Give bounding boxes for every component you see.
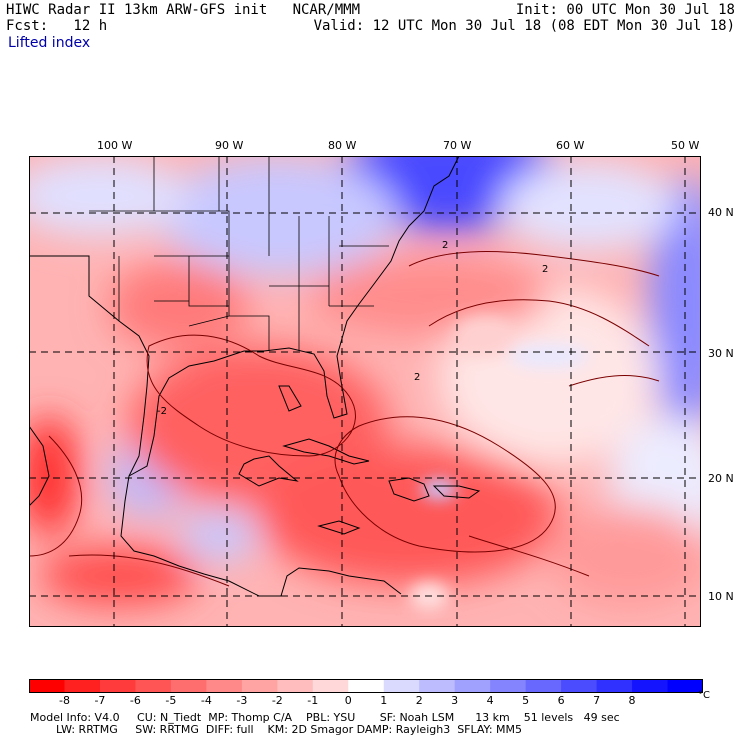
colorbar-swatch: [667, 679, 703, 693]
colorbar-unit: °C: [698, 690, 710, 701]
contour-lines: [29, 251, 660, 587]
model-info-line2: LW: RRTMG SW: RRTMG DIFF: full KM: 2D Sm…: [56, 723, 522, 736]
colorbar-tick-label: -7: [94, 694, 106, 707]
contour-label: -2: [157, 406, 167, 417]
contour-label: 2: [414, 372, 420, 383]
map-frame: [29, 156, 701, 627]
colorbar-tick-label: 3: [451, 694, 459, 707]
contour-label: 2: [542, 264, 548, 275]
lon-label: 100 W: [97, 139, 133, 152]
latlon-grid: [29, 156, 701, 627]
lat-label: 10 N: [708, 590, 734, 603]
colorbar-swatch: [312, 679, 349, 693]
model-info-line1: Model Info: V4.0 CU: N_Tiedt MP: Thomp C…: [30, 711, 620, 724]
lon-label: 90 W: [215, 139, 244, 152]
field-shading: [29, 156, 701, 627]
colorbar-swatch: [596, 679, 633, 693]
lon-label: 80 W: [328, 139, 357, 152]
state-borders: [88, 156, 389, 351]
colorbar-swatch: [632, 679, 669, 693]
colorbar-tick-label: 5: [522, 694, 530, 707]
colorbar-tick-label: -3: [236, 694, 248, 707]
forecast-hour: Fcst: 12 h: [6, 18, 108, 34]
colorbar-tick-label: -5: [165, 694, 177, 707]
colorbar-swatch: [206, 679, 243, 693]
colorbar-swatch: [64, 679, 101, 693]
colorbar: [29, 679, 703, 693]
lon-label: 50 W: [671, 139, 700, 152]
colorbar-swatch: [277, 679, 314, 693]
colorbar-tick-label: 4: [486, 694, 494, 707]
colorbar-tick-label: -2: [271, 694, 283, 707]
colorbar-swatch: [241, 679, 278, 693]
model-title: HIWC Radar II 13km ARW-GFS init NCAR/MMM: [6, 2, 361, 18]
colorbar-swatch: [383, 679, 420, 693]
init-time: Init: 00 UTC Mon 30 Jul 18: [515, 2, 735, 18]
colorbar-tick-label: -4: [200, 694, 212, 707]
colorbar-tick-label: 8: [628, 694, 636, 707]
colorbar-swatch: [170, 679, 207, 693]
colorbar-tick-label: 6: [557, 694, 565, 707]
lon-label: 70 W: [443, 139, 472, 152]
colorbar-swatch: [99, 679, 136, 693]
colorbar-swatch: [135, 679, 172, 693]
field-name: Lifted index: [8, 35, 91, 51]
contour-label: 2: [442, 240, 448, 251]
colorbar-tick-label: 2: [415, 694, 423, 707]
colorbar-swatch: [561, 679, 598, 693]
lat-label: 30 N: [708, 347, 734, 360]
colorbar-tick-label: 7: [593, 694, 601, 707]
colorbar-tick-label: -8: [58, 694, 70, 707]
colorbar-swatch: [348, 679, 385, 693]
colorbar-swatch: [29, 679, 65, 693]
colorbar-tick-label: -1: [307, 694, 319, 707]
lifted-index-map: 2 2 2 -2: [29, 156, 701, 627]
colorbar-tick-label: 1: [380, 694, 388, 707]
colorbar-swatch: [454, 679, 491, 693]
coastlines: [29, 156, 481, 597]
lon-label: 60 W: [556, 139, 585, 152]
colorbar-tick-label: -6: [129, 694, 141, 707]
colorbar-swatch: [419, 679, 456, 693]
lat-label: 40 N: [708, 206, 734, 219]
colorbar-tick-label: 0: [344, 694, 352, 707]
colorbar-swatch: [490, 679, 527, 693]
valid-time: Valid: 12 UTC Mon 30 Jul 18 (08 EDT Mon …: [313, 18, 735, 34]
colorbar-swatch: [525, 679, 562, 693]
lat-label: 20 N: [708, 472, 734, 485]
